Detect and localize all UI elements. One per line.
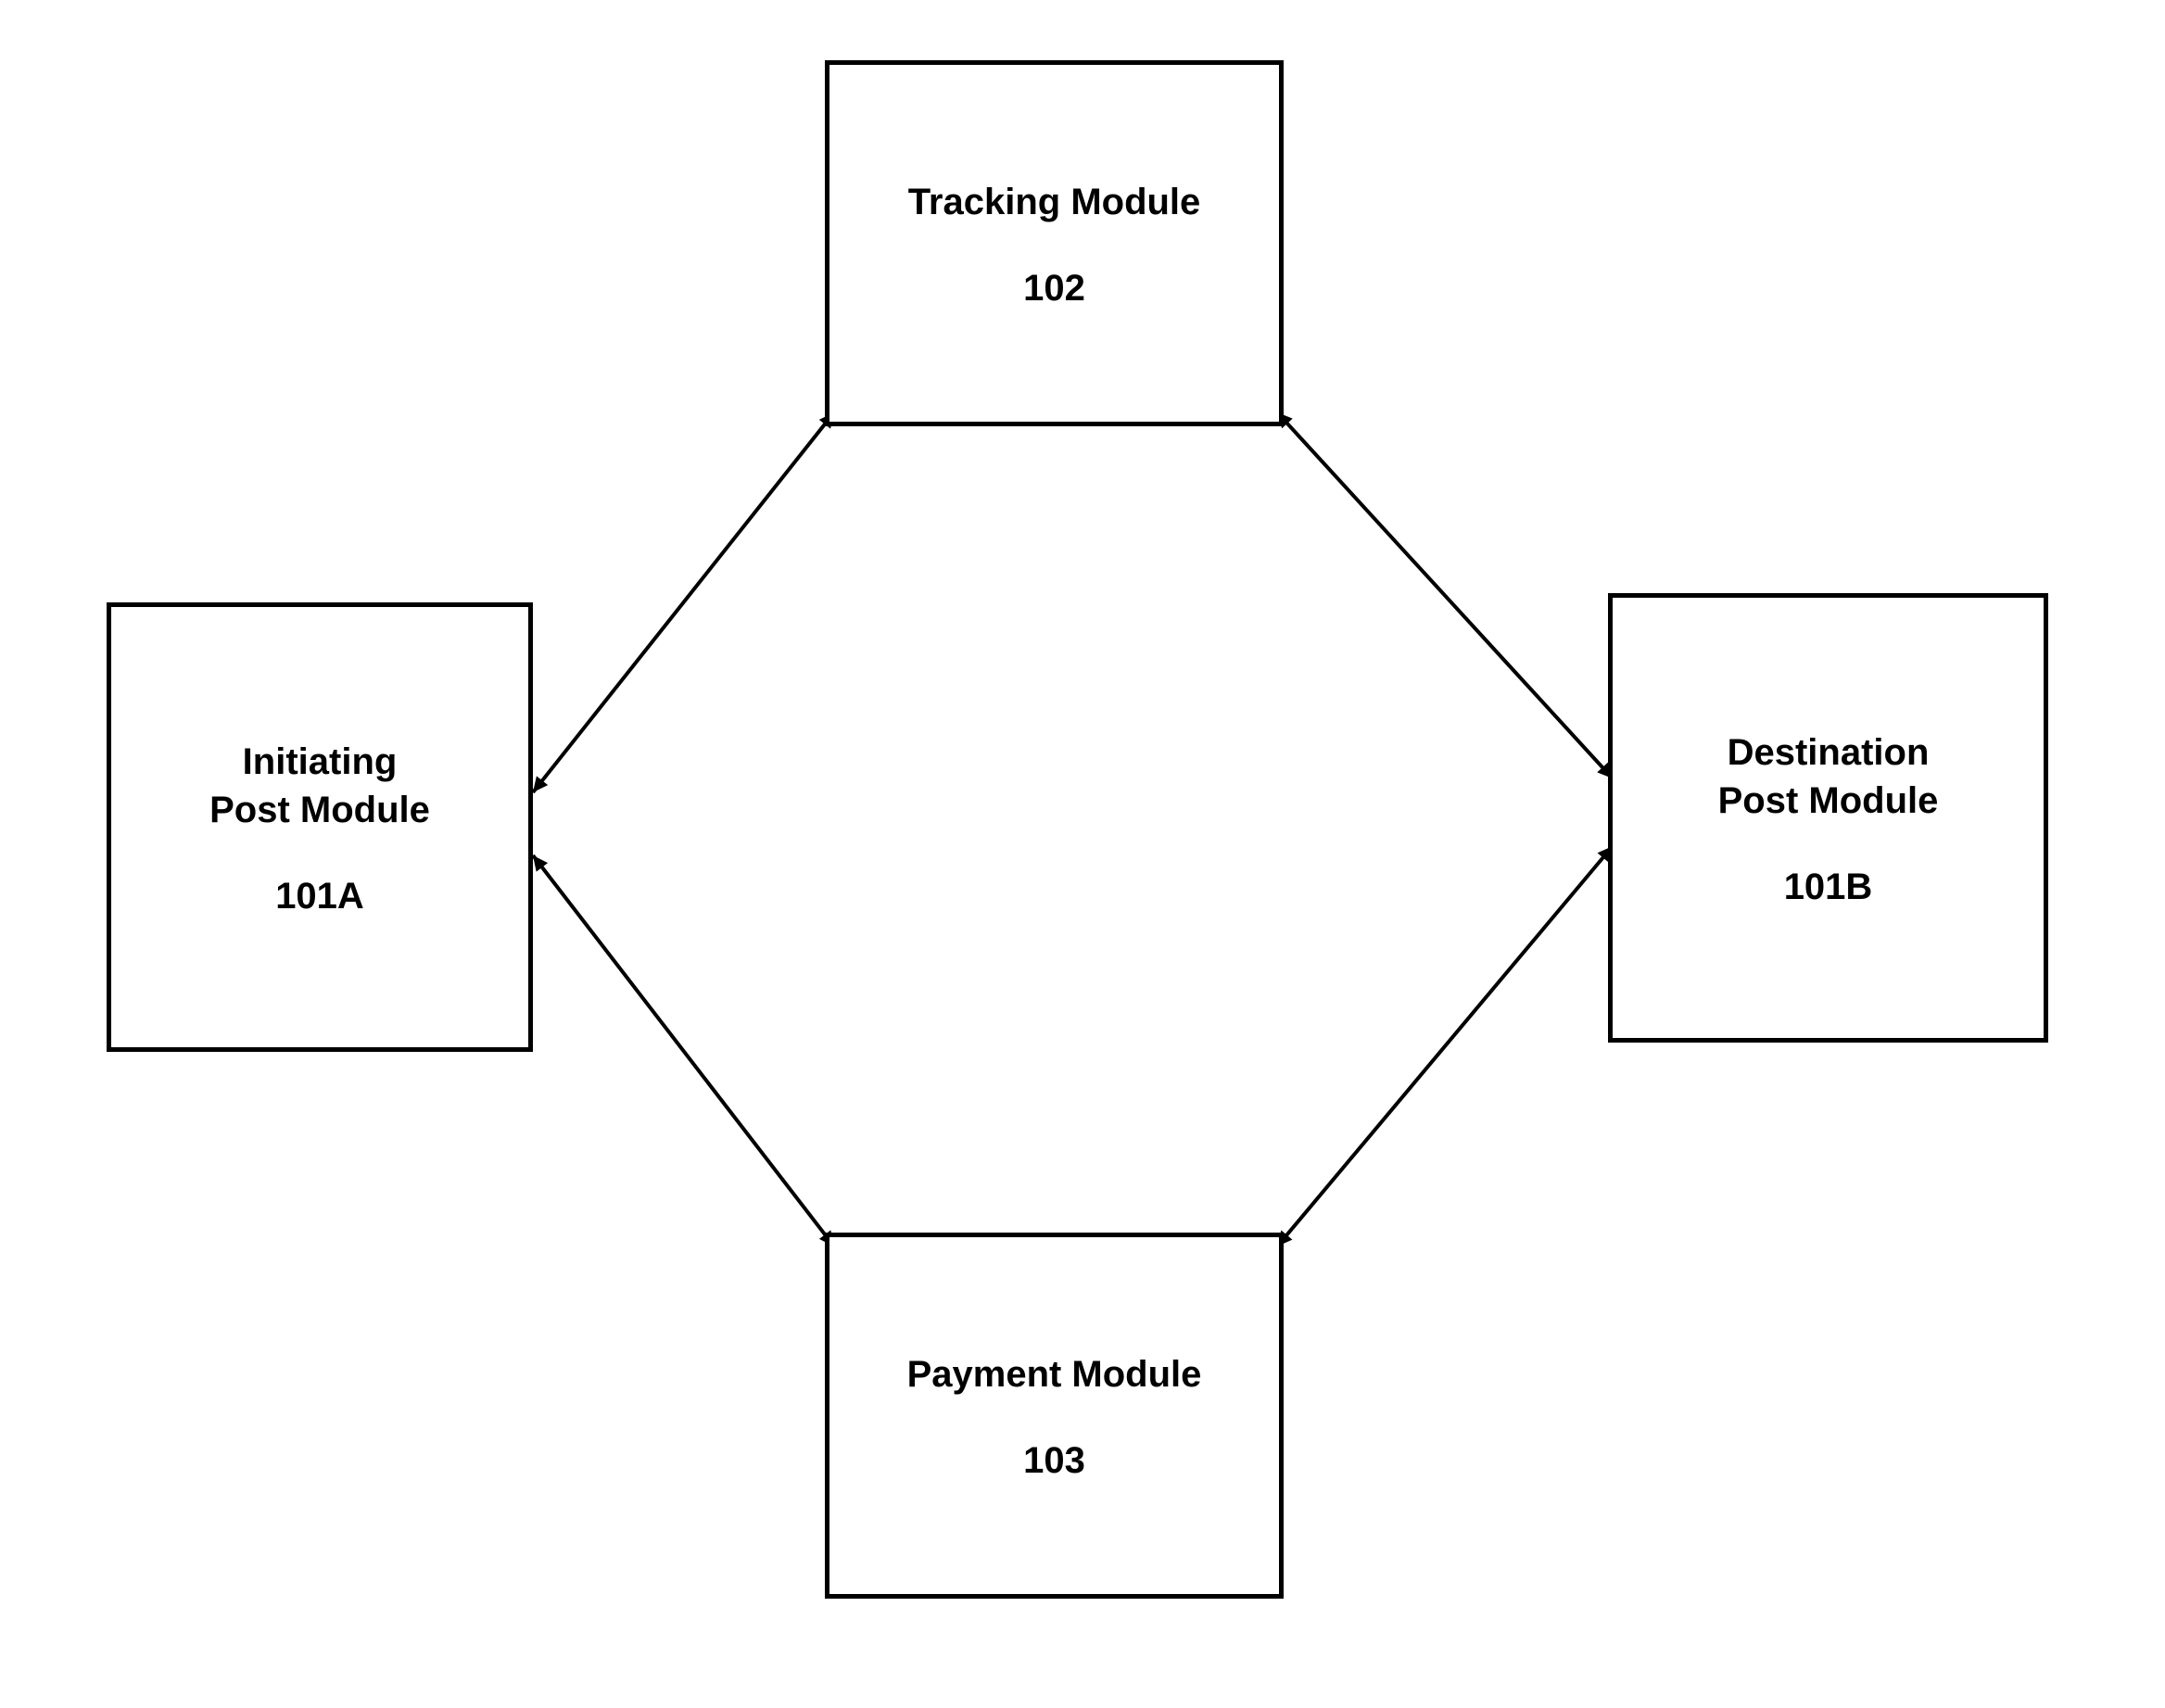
node-label: DestinationPost Module <box>1718 728 1939 825</box>
node-payment: Payment Module 103 <box>825 1233 1284 1599</box>
edge-line <box>533 855 834 1246</box>
node-label-line: Initiating <box>209 738 430 786</box>
node-label-line: Post Module <box>209 786 430 834</box>
arrowhead <box>533 855 548 872</box>
arrowhead <box>533 776 548 792</box>
edge-line <box>533 412 834 792</box>
node-id: 103 <box>1023 1440 1085 1482</box>
node-initiating: InitiatingPost Module 101A <box>107 602 533 1052</box>
node-label-line: Destination <box>1718 728 1939 777</box>
node-label-line: Post Module <box>1718 777 1939 825</box>
node-label: Tracking Module <box>908 178 1201 226</box>
node-label-line: Payment Module <box>907 1350 1202 1398</box>
node-tracking: Tracking Module 102 <box>825 60 1284 426</box>
node-label: Payment Module <box>907 1350 1202 1398</box>
edge-line <box>1277 412 1613 778</box>
node-id: 102 <box>1023 268 1085 310</box>
edge-line <box>1277 846 1613 1246</box>
node-id: 101A <box>275 876 364 917</box>
diagram-container: InitiatingPost Module101ATracking Module… <box>0 0 2165 1708</box>
node-id: 101B <box>1784 867 1873 908</box>
node-label-line: Tracking Module <box>908 178 1201 226</box>
node-label: InitiatingPost Module <box>209 738 430 834</box>
node-destination: DestinationPost Module 101B <box>1608 593 2048 1043</box>
